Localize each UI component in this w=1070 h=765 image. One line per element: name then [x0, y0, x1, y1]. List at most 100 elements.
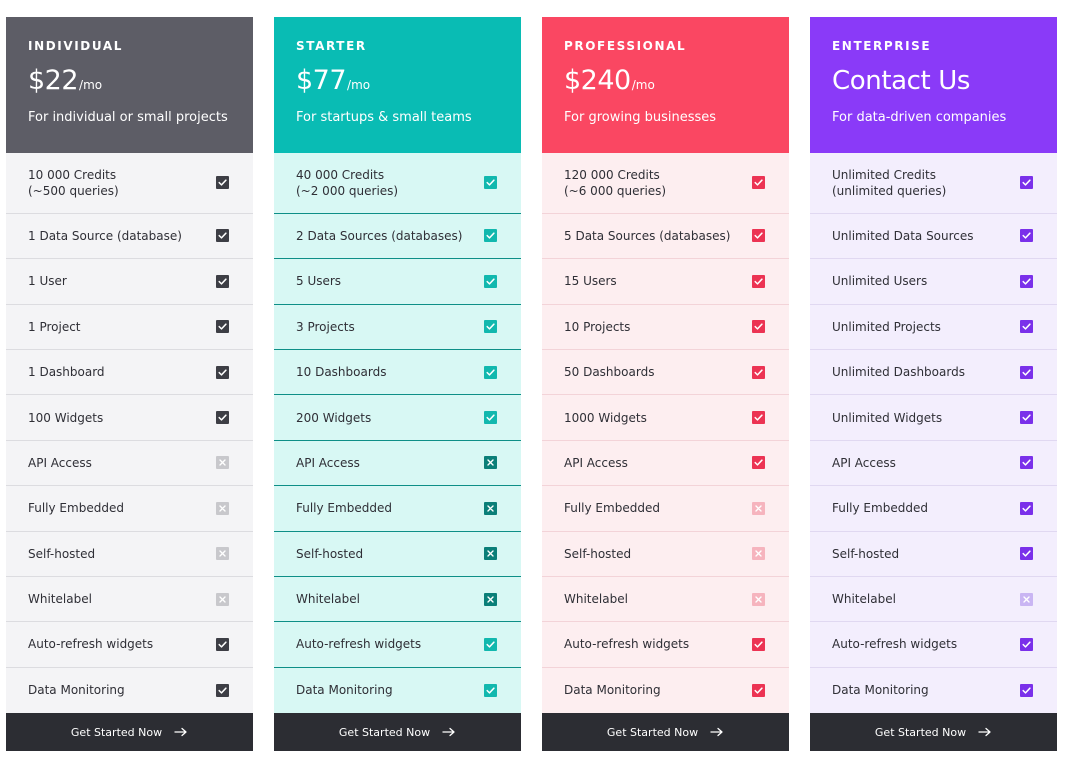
- feature-name: Data Monitoring: [28, 683, 125, 698]
- feature-name: 15 Users: [564, 274, 617, 289]
- check-icon: [484, 637, 497, 651]
- check-icon: [1020, 274, 1033, 288]
- check-icon: [1020, 411, 1033, 425]
- feature-name: Unlimited Users: [832, 274, 928, 289]
- feature-row: Data Monitoring: [274, 668, 521, 713]
- feature-label: 10 Projects: [564, 319, 630, 335]
- feature-label: 200 Widgets: [296, 410, 371, 426]
- check-icon: [752, 683, 765, 697]
- get-started-button[interactable]: Get Started Now: [6, 713, 253, 751]
- feature-label: 5 Users: [296, 273, 341, 289]
- check-icon: [216, 365, 229, 379]
- feature-detail: (~6 000 queries): [564, 183, 667, 198]
- feature-row: Fully Embedded: [542, 486, 789, 532]
- feature-label: 1 Dashboard: [28, 364, 105, 380]
- plan-header: STARTER $77/mo For startups & small teams: [274, 17, 521, 153]
- feature-label: 120 000 Credits (~6 000 queries): [564, 167, 666, 199]
- price-period: /mo: [631, 78, 655, 92]
- feature-label: Whitelabel: [832, 591, 896, 607]
- cross-icon: [752, 547, 765, 561]
- feature-label: Fully Embedded: [28, 500, 124, 516]
- feature-label: 40 000 Credits (~2 000 queries): [296, 167, 398, 199]
- cross-icon: [216, 547, 229, 561]
- check-icon: [752, 274, 765, 288]
- check-icon: [484, 229, 497, 243]
- feature-label: Auto-refresh widgets: [28, 636, 153, 652]
- feature-list: 40 000 Credits (~2 000 queries) 2 Data Sou…: [274, 152, 521, 714]
- feature-row: Self-hosted: [542, 532, 789, 577]
- price-contact: Contact Us: [832, 66, 970, 96]
- feature-row: 200 Widgets: [274, 395, 521, 441]
- feature-row: 1 User: [6, 259, 253, 305]
- feature-row: API Access: [542, 441, 789, 487]
- feature-label: Auto-refresh widgets: [564, 636, 689, 652]
- feature-row: Unlimited Data Sources: [810, 214, 1057, 260]
- feature-label: Fully Embedded: [564, 500, 660, 516]
- feature-list: Unlimited Credits (unlimited queries) Unli…: [810, 152, 1057, 714]
- check-icon: [752, 229, 765, 243]
- arrow-right-icon: [442, 727, 455, 737]
- feature-label: 100 Widgets: [28, 410, 103, 426]
- cross-icon: [484, 592, 497, 606]
- arrow-right-icon: [978, 727, 991, 737]
- feature-name: 200 Widgets: [296, 410, 372, 425]
- feature-name: Fully Embedded: [832, 501, 928, 516]
- feature-label: Data Monitoring: [296, 682, 393, 698]
- feature-name: Whitelabel: [28, 592, 92, 607]
- cross-icon: [216, 501, 229, 515]
- feature-label: Self-hosted: [296, 546, 363, 562]
- feature-name: Data Monitoring: [832, 683, 929, 698]
- check-icon: [1020, 365, 1033, 379]
- feature-name: Fully Embedded: [296, 501, 392, 516]
- feature-name: 2 Data Sources (databases): [296, 228, 463, 243]
- feature-row: Fully Embedded: [6, 486, 253, 532]
- cross-icon: [484, 501, 497, 515]
- cross-icon: [484, 547, 497, 561]
- feature-name: 1 Data Source (database): [28, 228, 182, 243]
- feature-row: 100 Widgets: [6, 395, 253, 441]
- feature-row: Whitelabel: [542, 577, 789, 623]
- get-started-button[interactable]: Get Started Now: [810, 713, 1057, 751]
- feature-detail: (~500 queries): [28, 183, 119, 198]
- feature-label: 1 Data Source (database): [28, 228, 182, 244]
- price-amount: $77: [296, 65, 347, 96]
- feature-row: Fully Embedded: [810, 486, 1057, 532]
- check-icon: [484, 320, 497, 334]
- feature-row: 10 Projects: [542, 305, 789, 350]
- cross-icon: [484, 456, 497, 470]
- feature-row: 10 000 Credits (~500 queries): [6, 153, 253, 214]
- plan-header: PROFESSIONAL $240/mo For growing businesse…: [542, 17, 789, 153]
- feature-name: Self-hosted: [832, 546, 900, 561]
- feature-row: 2 Data Sources (databases): [274, 214, 521, 260]
- plan-tagline: For data-driven companies: [832, 110, 1007, 125]
- feature-row: 15 Users: [542, 259, 789, 305]
- feature-row: Unlimited Credits (unlimited queries): [810, 153, 1057, 214]
- feature-name: 1 Dashboard: [28, 365, 105, 380]
- feature-list: 10 000 Credits (~500 queries) 1 Data Sourc…: [6, 152, 253, 714]
- feature-name: 120 000 Credits: [564, 167, 660, 182]
- feature-label: 10 000 Credits (~500 queries): [28, 167, 119, 199]
- feature-name: 5 Users: [296, 274, 342, 289]
- feature-name: 10 Projects: [564, 319, 631, 334]
- feature-row: Data Monitoring: [542, 668, 789, 713]
- price-amount: $22: [28, 65, 79, 96]
- feature-row: API Access: [810, 441, 1057, 487]
- check-icon: [752, 456, 765, 470]
- feature-name: 1 Project: [28, 319, 81, 334]
- feature-row: Data Monitoring: [6, 668, 253, 713]
- get-started-label: Get Started Now: [338, 725, 431, 739]
- plan-card-professional: PROFESSIONAL $240/mo For growing businesse…: [542, 17, 789, 751]
- feature-row: 10 Dashboards: [274, 350, 521, 396]
- get-started-button[interactable]: Get Started Now: [542, 713, 789, 751]
- check-icon: [1020, 637, 1033, 651]
- get-started-button[interactable]: Get Started Now: [274, 713, 521, 751]
- feature-row: 50 Dashboards: [542, 350, 789, 396]
- check-icon: [1020, 501, 1033, 515]
- plan-price: Contact Us: [832, 63, 1035, 99]
- feature-label: API Access: [28, 455, 92, 471]
- feature-name: Auto-refresh widgets: [564, 637, 690, 652]
- feature-list: 120 000 Credits (~6 000 queries) 5 Data So…: [542, 152, 789, 714]
- feature-row: Whitelabel: [6, 577, 253, 623]
- feature-label: Whitelabel: [296, 591, 360, 607]
- check-icon: [1020, 229, 1033, 243]
